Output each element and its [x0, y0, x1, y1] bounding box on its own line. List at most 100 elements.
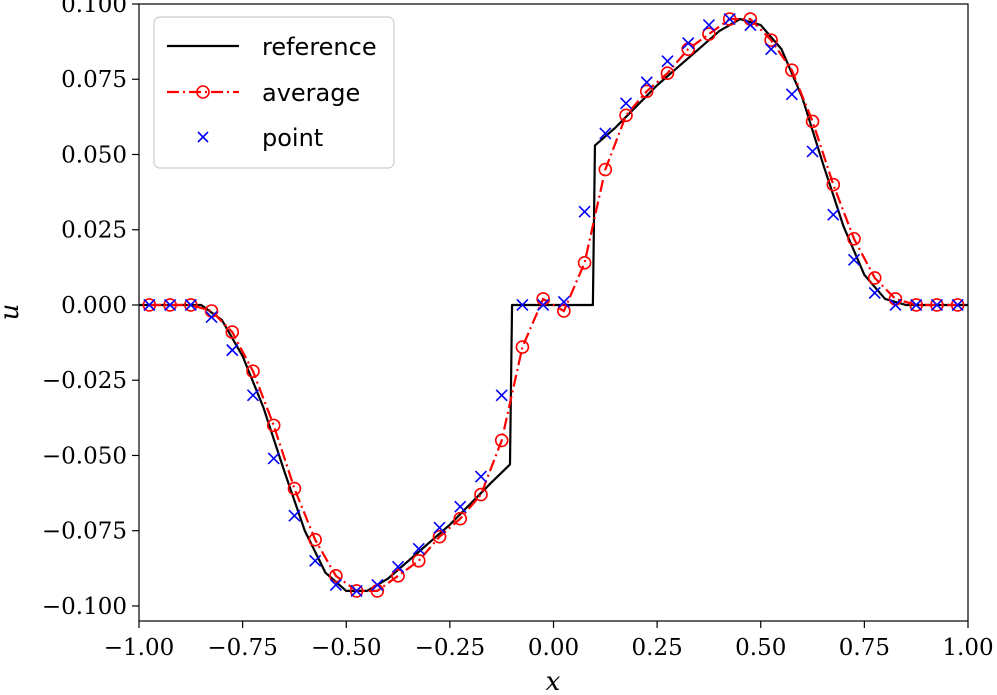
- average-line: [149, 17, 958, 593]
- x-tick-label: 0.00: [528, 635, 579, 661]
- y-tick-label: −0.075: [42, 519, 127, 545]
- x-tick-label: −0.25: [415, 635, 485, 661]
- average-point: [204, 304, 219, 318]
- point-marker: [889, 298, 902, 312]
- point-marker: [702, 19, 716, 32]
- point-marker: [474, 470, 488, 483]
- average-point: [660, 66, 675, 81]
- x-tick-label: 0.75: [839, 635, 890, 661]
- average-point: [826, 177, 841, 192]
- point-marker: [267, 452, 280, 465]
- average-point: [805, 114, 820, 129]
- average-point: [266, 418, 281, 433]
- average-point: [598, 162, 613, 177]
- point-marker: [205, 310, 218, 324]
- average-point: [722, 12, 737, 26]
- x-axis-label: x: [546, 667, 561, 695]
- average-point: [225, 325, 240, 339]
- average-point: [557, 304, 571, 318]
- point-marker: [578, 205, 591, 218]
- point-marker: [184, 298, 197, 312]
- legend-box: [153, 16, 395, 169]
- y-tick-label: −0.050: [42, 443, 127, 469]
- point-marker: [910, 298, 923, 312]
- point-marker: [682, 37, 695, 50]
- point-marker: [951, 298, 964, 312]
- plot-area: [139, 12, 968, 598]
- x-axis: −1.00 −0.75 −0.50 −0.25 0.00 0.25 0.50 0.75 1.00: [104, 621, 994, 661]
- x-tick-label: 0.50: [735, 635, 786, 661]
- average-point: [163, 298, 177, 312]
- point-marker: [433, 521, 446, 534]
- average-point: [785, 63, 799, 78]
- average-point: [888, 292, 903, 306]
- point-marker: [164, 298, 177, 312]
- point-marker: [723, 12, 736, 26]
- average-point: [391, 569, 405, 583]
- point-marker: [391, 560, 405, 573]
- average-point: [474, 487, 488, 502]
- average-point: [847, 231, 861, 246]
- average-point: [453, 511, 468, 526]
- average-point: [142, 298, 157, 312]
- average-point: [246, 364, 260, 378]
- average-point: [619, 108, 633, 123]
- average-point: [909, 298, 923, 312]
- y-tick-label: 0.000: [61, 293, 127, 319]
- average-point: [867, 271, 882, 285]
- y-tick-label: 0.050: [61, 142, 127, 168]
- x-tick-label: −0.50: [311, 635, 381, 661]
- average-point: [287, 481, 302, 496]
- point-marker: [495, 389, 508, 402]
- legend: reference average point: [153, 16, 395, 169]
- average-point: [950, 298, 965, 312]
- point-marker: [288, 509, 301, 522]
- point-marker: [412, 542, 425, 555]
- point-marker: [619, 97, 633, 110]
- point-marker: [537, 298, 550, 312]
- average-point: [494, 433, 509, 448]
- point-marker: [329, 578, 342, 591]
- point-marker: [640, 76, 653, 89]
- legend-point-marker: [197, 131, 209, 143]
- point-marker: [806, 145, 819, 158]
- y-axis: 0.100 0.075 0.050 0.025 0.000 −0.025 −0.050 −0.…: [42, 0, 139, 620]
- y-tick-label: 0.025: [61, 218, 127, 244]
- average-point: [764, 33, 778, 47]
- y-axis-label: u: [0, 304, 25, 321]
- x-tick-label: 0.25: [632, 635, 683, 661]
- x-tick-label: 1.00: [942, 635, 993, 661]
- point-marker: [350, 584, 363, 597]
- point-marker: [744, 19, 757, 32]
- average-point: [639, 84, 654, 99]
- average-point: [329, 569, 343, 583]
- legend-reference-label: reference: [262, 33, 377, 61]
- point-marker: [930, 298, 943, 312]
- point-marker: [309, 554, 322, 567]
- y-tick-label: −0.100: [42, 594, 127, 620]
- legend-average-marker: [196, 85, 210, 99]
- point-marker: [371, 578, 384, 591]
- average-point: [930, 298, 944, 312]
- average-point: [702, 27, 716, 41]
- point-marker: [557, 295, 570, 309]
- average-point: [411, 554, 426, 568]
- y-tick-label: −0.025: [42, 368, 127, 394]
- point-marker: [847, 253, 861, 266]
- y-tick-label: 0.075: [61, 67, 127, 93]
- point-marker: [868, 286, 881, 300]
- point-marker: [143, 298, 156, 312]
- point-marker: [661, 55, 674, 68]
- point-marker: [226, 344, 239, 357]
- x-tick-label: −1.00: [104, 635, 174, 661]
- point-marker: [765, 43, 778, 56]
- point-marker: [827, 208, 840, 221]
- point-marker: [599, 127, 612, 140]
- point-marker: [785, 88, 798, 101]
- x-tick-label: −0.75: [207, 635, 277, 661]
- average-point: [184, 298, 198, 312]
- legend-point-label: point: [262, 124, 323, 152]
- average-point: [308, 532, 322, 547]
- average-point: [432, 529, 447, 544]
